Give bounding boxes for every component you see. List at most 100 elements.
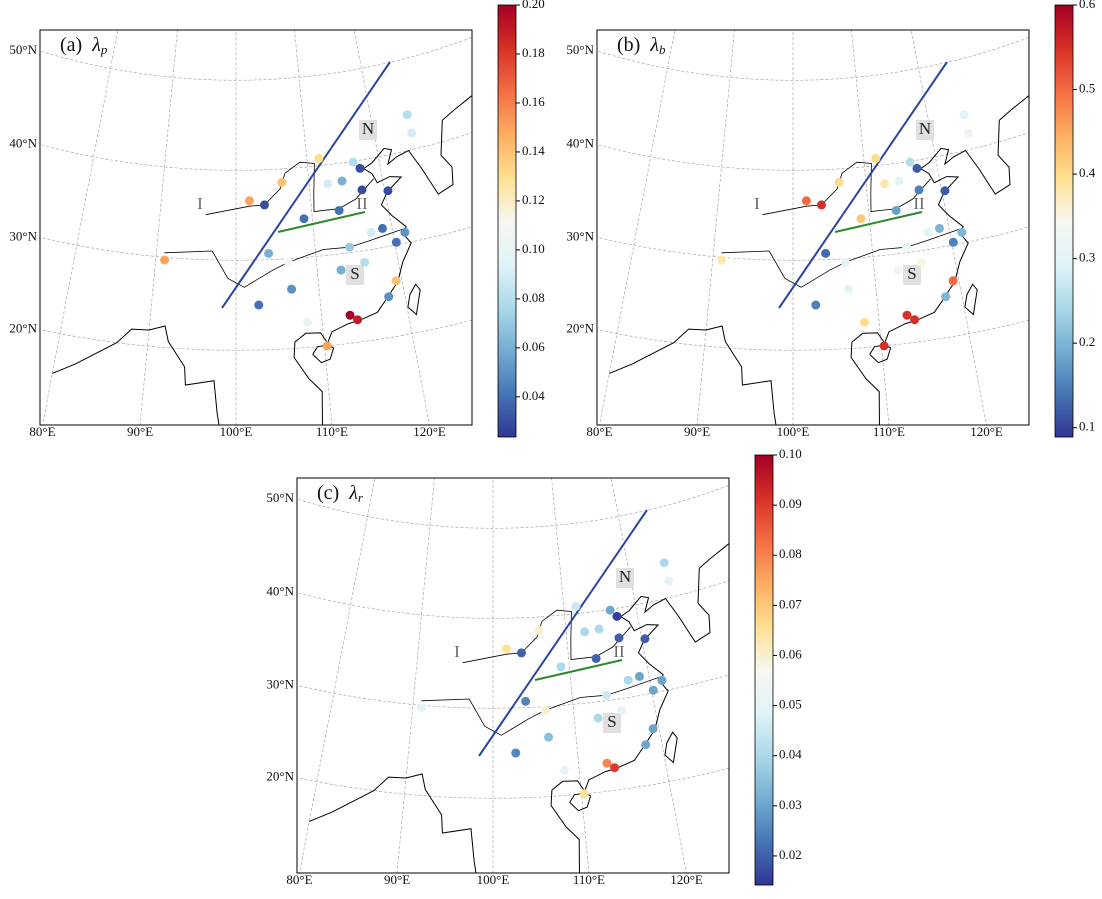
colorbar-label: 0.3 [1079,250,1095,265]
station [360,257,370,267]
parallel [40,226,472,261]
symbol: λ [649,34,659,56]
lon-label: 120°E [413,424,446,439]
lat-label: 40°N [566,136,594,151]
lat-label: 50°N [9,42,37,57]
station [648,724,658,734]
colorbar-label: 0.1 [1079,419,1095,434]
parallel [40,319,472,351]
station [594,624,604,634]
colorbar-label: 0.4 [1079,165,1096,180]
station [641,740,651,750]
station [844,284,854,294]
panel-title: (c) λr [317,482,364,505]
colorbar-label: 0.02 [779,847,802,862]
station [383,186,393,196]
parallel [297,674,729,709]
station [384,292,394,302]
station [811,300,821,310]
lon-label: 100°E [220,424,253,439]
colorbar-label: 0.2 [1079,334,1095,349]
region-label: S [607,712,616,731]
region-label: II [613,642,625,661]
station [283,257,293,267]
region-label: II [913,194,925,213]
region-box [359,120,377,140]
coastline [550,542,729,873]
colorbar-label: 0.03 [779,797,802,812]
station [880,179,890,189]
lat-label: 20°N [266,769,294,784]
station [801,196,811,206]
station [910,315,920,325]
station [264,248,274,258]
station [348,157,358,167]
station [353,315,363,325]
river [164,228,403,288]
region-label: S [350,264,359,283]
region-label: S [907,264,916,283]
colorbar-label: 0.10 [522,241,545,256]
station [571,602,581,612]
lon-label: 90°E [384,872,410,887]
colorbar-label: 0.16 [522,94,545,109]
station [893,265,903,275]
meridian [551,478,590,873]
station [941,292,951,302]
colorbar-label: 0.08 [779,546,802,561]
station [302,317,312,327]
station [940,186,950,196]
station [610,763,620,773]
station [605,605,615,615]
station [345,310,355,320]
station [337,176,347,186]
colorbar [1054,4,1074,438]
coastline [869,344,892,364]
meridian [294,30,333,425]
station [357,185,367,195]
station [259,200,269,210]
region-label: I [197,194,203,213]
station [640,634,650,644]
parallel [297,580,729,619]
station [544,732,554,742]
coastline [312,344,335,364]
symbol: λ [348,482,358,504]
map-area: NSI II [40,30,472,425]
station [856,214,866,224]
meridian [139,30,178,425]
symbol: λ [91,34,101,56]
coastline [569,792,592,812]
meridian [696,30,735,425]
station [717,255,727,265]
station [948,237,958,247]
panel-label: (a) [60,34,82,56]
station [366,227,376,237]
station [521,696,531,706]
hu-line [478,509,648,757]
colorbar-label: 0.5 [1079,81,1095,96]
station [959,110,969,120]
station [516,648,526,658]
meridian [299,478,376,873]
colorbar-label: 0.04 [522,388,545,403]
region-label: II [356,194,368,213]
panel-title: (b) λb [617,34,666,57]
panel-label: (c) [317,482,339,504]
station [336,265,346,275]
colorbar-label: 0.12 [522,192,545,207]
station [400,227,410,237]
coastline [850,94,1029,425]
colorbar-label: 0.04 [779,747,802,762]
region-label: I [754,194,760,213]
station [287,284,297,294]
meridian [396,478,435,873]
lat-label: 50°N [266,490,294,505]
lat-label: 20°N [9,321,37,336]
station [591,653,601,663]
station [501,644,511,654]
lon-label: 90°E [127,424,153,439]
station [917,257,927,267]
lat-label: 30°N [9,228,37,243]
